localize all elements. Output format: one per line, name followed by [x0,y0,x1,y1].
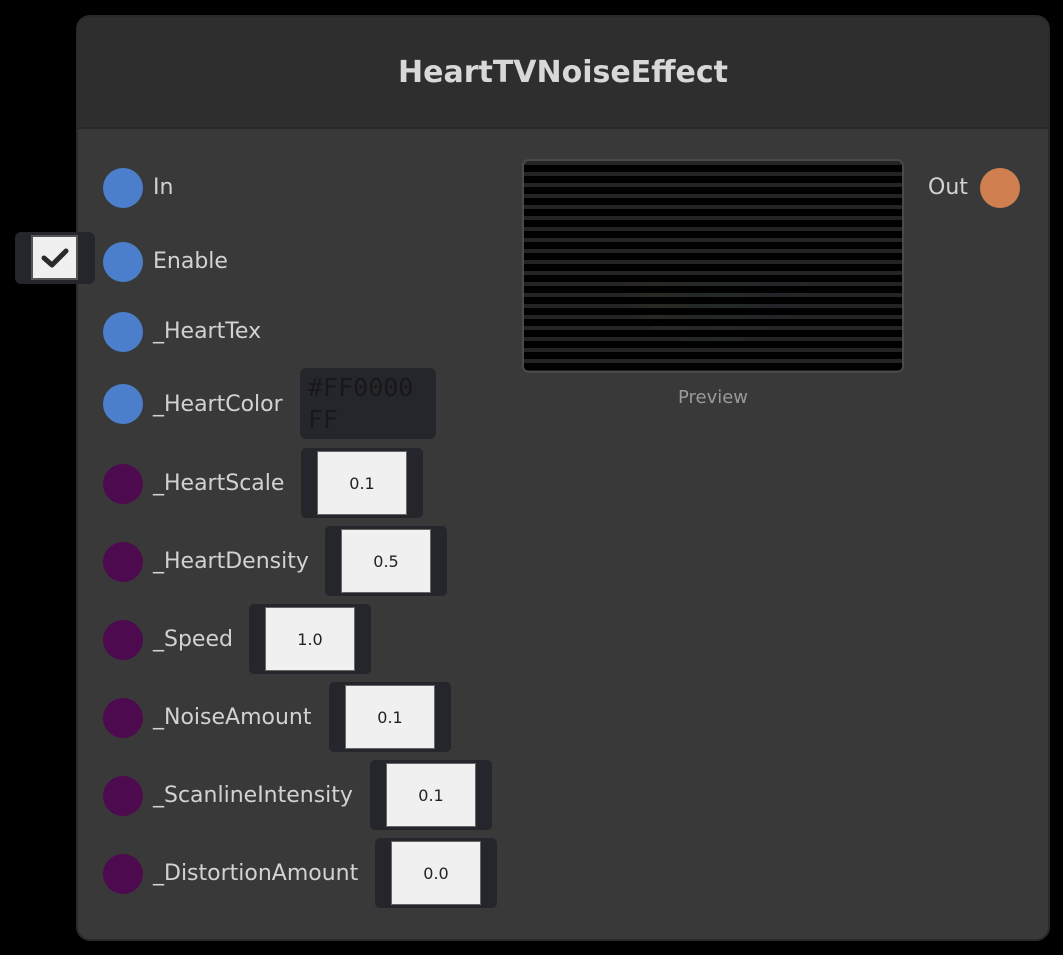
label-distortionamount: _DistortionAmount [153,861,359,886]
enable-checkbox-field [15,232,95,284]
port-scanlineintensity[interactable] [103,776,143,816]
noiseamount-field: 0.1 [329,682,451,752]
label-noiseamount: _NoiseAmount [153,705,312,730]
label-speed: _Speed [153,627,233,652]
label-scanlineintensity: _ScanlineIntensity [153,783,353,808]
port-noiseamount[interactable] [103,698,143,738]
label-in: In [153,175,174,200]
preview-image [522,159,904,373]
noiseamount-input[interactable]: 0.1 [345,685,435,749]
scanlineintensity-field: 0.1 [370,760,492,830]
port-distortionamount[interactable] [103,854,143,894]
speed-field: 1.0 [249,604,371,674]
distortionamount-field: 0.0 [375,838,497,908]
enable-checkbox[interactable] [31,235,78,280]
port-speed[interactable] [103,620,143,660]
port-heartcolor[interactable] [103,384,143,424]
scanlines [524,161,902,371]
heartscale-field: 0.1 [301,448,423,518]
port-out[interactable] [980,168,1020,208]
port-heartscale[interactable] [103,464,143,504]
speed-input[interactable]: 1.0 [265,607,355,671]
port-in[interactable] [103,168,143,208]
port-hearttex[interactable] [103,312,143,352]
heartcolor-field[interactable]: #FF0000FF [300,368,436,439]
heartdensity-input[interactable]: 0.5 [341,529,431,593]
label-enable: Enable [153,249,228,274]
port-enable[interactable] [103,242,143,282]
label-out: Out [928,175,968,200]
port-heartdensity[interactable] [103,542,143,582]
preview-label: Preview [677,387,749,408]
distortionamount-input[interactable]: 0.0 [391,841,481,905]
node-title: HeartTVNoiseEffect [398,55,728,90]
label-heartdensity: _HeartDensity [153,549,309,574]
label-heartscale: _HeartScale [153,471,285,496]
node-header[interactable]: HeartTVNoiseEffect [78,17,1048,129]
label-heartcolor: _HeartColor [153,392,283,417]
label-hearttex: _HeartTex [153,319,262,344]
heartdensity-field: 0.5 [325,526,447,596]
scanlineintensity-input[interactable]: 0.1 [386,763,476,827]
heartscale-input[interactable]: 0.1 [317,451,407,515]
checkmark-icon [41,248,68,267]
